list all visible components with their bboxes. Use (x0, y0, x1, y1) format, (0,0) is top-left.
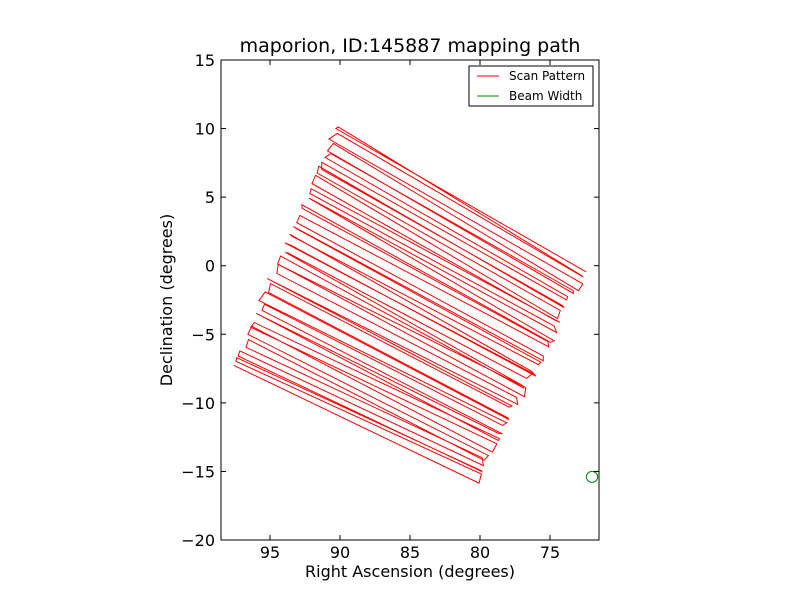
y-tick-label: −10 (181, 394, 215, 413)
legend-box (468, 65, 594, 107)
x-tick-label: 75 (540, 543, 560, 562)
x-axis: 95 90 85 80 75 (260, 60, 560, 562)
scan-pattern-line (233, 126, 587, 484)
y-tick-label: −20 (181, 531, 215, 550)
x-tick-label: 85 (400, 543, 420, 562)
y-tick-label: 10 (195, 120, 215, 139)
beam-width-series (585, 470, 599, 483)
legend: Scan Pattern Beam Width (468, 65, 594, 107)
legend-label-scan-pattern: Scan Pattern (509, 69, 585, 83)
y-tick-label: −5 (191, 325, 215, 344)
y-tick-label: 15 (195, 51, 215, 70)
x-axis-label: Right Ascension (degrees) (305, 562, 515, 581)
x-tick-label: 80 (470, 543, 490, 562)
beam-width-circle (585, 470, 599, 483)
y-tick-label: 0 (205, 257, 215, 276)
y-tick-label: −15 (181, 462, 215, 481)
y-axis: 15 10 5 0 −5 −10 −15 −20 (181, 51, 599, 550)
chart-title: maporion, ID:145887 mapping path (240, 35, 581, 57)
x-tick-label: 90 (330, 543, 350, 562)
y-axis-label: Declination (degrees) (157, 214, 176, 386)
scan-pattern-series (233, 126, 587, 484)
y-tick-label: 5 (205, 188, 215, 207)
plot-area (233, 126, 599, 484)
x-tick-label: 95 (260, 543, 280, 562)
legend-label-beam-width: Beam Width (509, 89, 582, 103)
